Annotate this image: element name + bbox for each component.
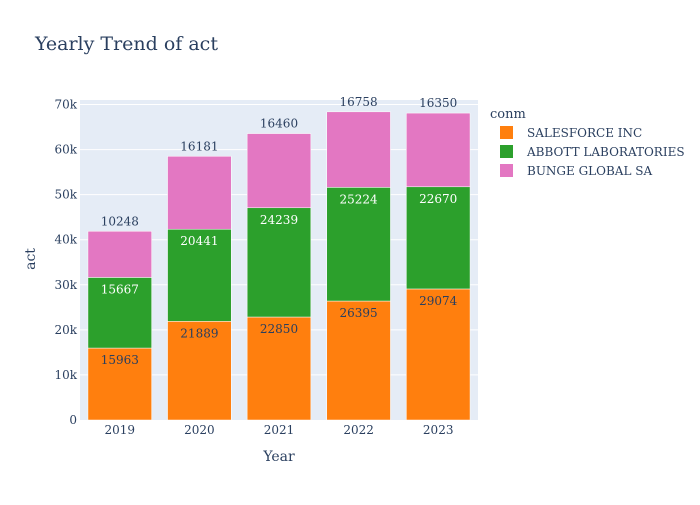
x-tick-label: 2022 [343, 423, 374, 437]
bar-value-label: 15963 [101, 353, 139, 367]
legend-swatch[interactable] [500, 164, 513, 177]
legend-item-label[interactable]: ABBOTT LABORATORIES [526, 145, 685, 159]
x-tick-label: 2020 [184, 423, 215, 437]
bar-value-label: 26395 [340, 306, 378, 320]
y-tick-label: 10k [54, 368, 77, 382]
bar-value-label: 29074 [419, 294, 458, 308]
y-tick-label: 60k [54, 143, 77, 157]
bar-value-label: 22850 [260, 322, 298, 336]
legend-title: conm [490, 107, 526, 122]
bar-value-label: 25224 [340, 192, 379, 206]
bar[interactable] [326, 187, 391, 302]
legend-item-label[interactable]: SALESFORCE INC [527, 126, 642, 140]
legend-swatch[interactable] [500, 145, 513, 158]
y-tick-label: 30k [54, 278, 77, 292]
bar-value-label: 22670 [419, 192, 457, 206]
bar[interactable] [167, 228, 232, 322]
bar[interactable] [246, 316, 312, 421]
x-tick-label: 2019 [105, 423, 136, 437]
y-axis-ticks: 0 10k 20k 30k 40k 50k 60k 70k [54, 98, 77, 427]
bar-value-label: 24239 [260, 213, 298, 227]
y-tick-label: 40k [54, 233, 77, 247]
bar-labels: 15963 15667 10248 21889 20441 16181 22850 24239… [101, 95, 458, 367]
bar-value-label: 20441 [180, 234, 218, 248]
y-tick-label: 0 [69, 413, 77, 427]
bar-value-label: 16758 [340, 95, 378, 109]
y-tick-label: 70k [54, 98, 77, 112]
legend-item-label[interactable]: BUNGE GLOBAL SA [527, 164, 652, 178]
y-tick-label: 20k [54, 323, 77, 337]
bar-value-label: 15667 [101, 282, 139, 296]
bar-value-label: 16460 [260, 117, 298, 131]
bar-value-label: 21889 [180, 326, 218, 340]
y-tick-label: 50k [54, 188, 77, 202]
x-tick-label: 2023 [423, 423, 454, 437]
chart-title: Yearly Trend of act [34, 33, 218, 55]
bar[interactable] [406, 288, 471, 421]
bars[interactable] [87, 111, 471, 421]
bar[interactable] [87, 277, 152, 349]
legend[interactable]: conm SALESFORCE INC ABBOTT LABORATORIES BU… [490, 107, 685, 178]
bar[interactable] [326, 300, 391, 421]
bar[interactable] [246, 207, 312, 318]
legend-swatch[interactable] [500, 126, 513, 139]
bar[interactable] [87, 231, 152, 278]
bar[interactable] [246, 133, 312, 209]
bar-value-label: 10248 [101, 214, 139, 228]
bar[interactable] [326, 111, 391, 188]
bar[interactable] [167, 321, 232, 421]
y-axis-title: act [23, 248, 39, 270]
bar[interactable] [406, 112, 471, 188]
bar-value-label: 16350 [419, 96, 457, 110]
bar[interactable] [167, 156, 232, 230]
x-tick-label: 2021 [264, 423, 295, 437]
x-axis-ticks: 2019 2020 2021 2022 2023 [105, 423, 454, 437]
bar-value-label: 16181 [180, 139, 218, 153]
x-axis-title: Year [262, 449, 295, 465]
